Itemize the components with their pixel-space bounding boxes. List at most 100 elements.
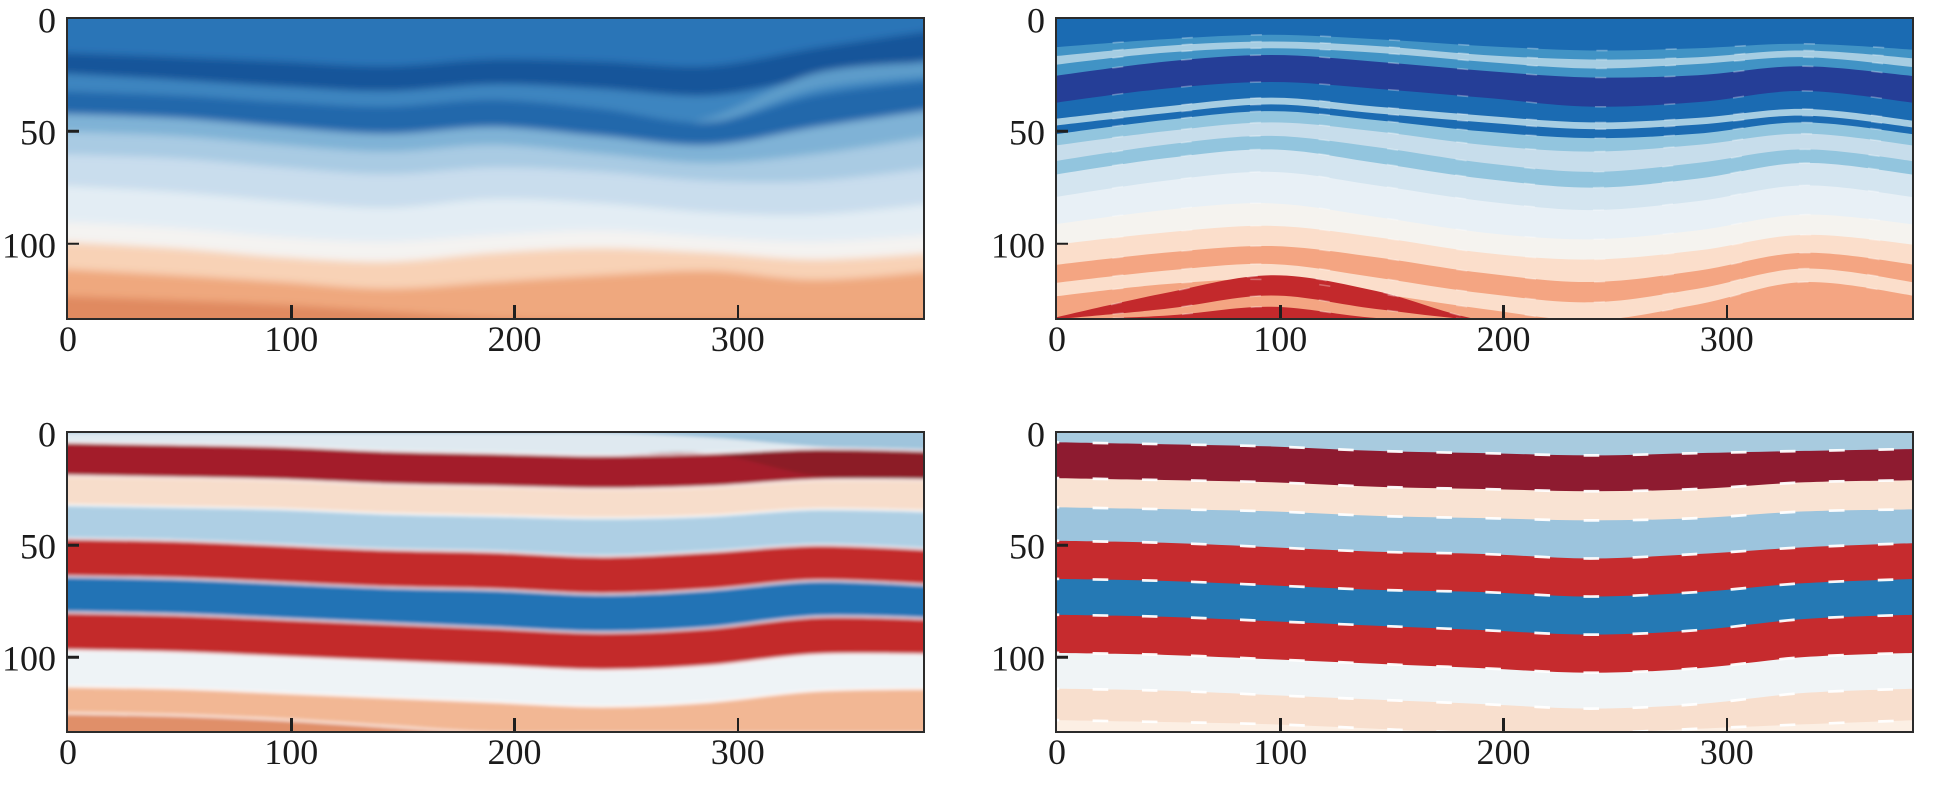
x-tick xyxy=(736,718,740,731)
heatmap-layer xyxy=(1057,720,1912,731)
x-tick-label: 0 xyxy=(1048,732,1066,772)
y-tick-label: 50 xyxy=(1009,526,1045,567)
x-tick-label: 100 xyxy=(264,319,319,359)
layer-boundary xyxy=(1091,305,1392,318)
x-tick-label: 300 xyxy=(710,732,765,772)
heatmap-layer xyxy=(68,713,451,731)
x-tick-label: 300 xyxy=(710,319,765,359)
y-tick xyxy=(1057,655,1068,659)
layer-boundary xyxy=(1057,651,1912,675)
layer-boundary xyxy=(1057,440,1912,457)
heatmap-top-right xyxy=(1057,19,1912,318)
y-tick xyxy=(68,543,79,547)
y-tick xyxy=(68,130,79,133)
x-tick xyxy=(513,305,516,318)
x-tick xyxy=(1502,718,1505,731)
layer-boundary xyxy=(68,575,923,596)
layer-boundary xyxy=(1057,274,1475,318)
layer-boundary xyxy=(1057,54,1912,79)
layer-boundary xyxy=(68,474,923,491)
y-tick-label: 0 xyxy=(38,414,56,455)
y-tick-label: 50 xyxy=(20,112,56,153)
layer-boundary xyxy=(1057,81,1912,108)
layer-boundary xyxy=(1060,294,1463,318)
x-tick-label: 200 xyxy=(1476,732,1531,772)
x-tick-label: 0 xyxy=(59,319,77,359)
y-tick xyxy=(1057,543,1068,547)
layer-boundary xyxy=(1057,171,1912,211)
layer-boundary xyxy=(68,712,472,731)
layer-boundary xyxy=(1057,40,1912,61)
layer-boundary xyxy=(1057,577,1912,598)
layer-boundary xyxy=(1057,505,1912,522)
y-tick xyxy=(1057,130,1068,133)
x-tick xyxy=(736,305,740,318)
heatmap-layer xyxy=(1068,295,1454,318)
y-tick xyxy=(68,242,79,246)
x-tick-label: 100 xyxy=(264,732,319,772)
heatmap-layer xyxy=(68,295,495,318)
y-tick-label: 50 xyxy=(20,526,56,567)
layer-boundary xyxy=(1057,202,1912,241)
heatmap-layer xyxy=(1114,306,1377,318)
layer-boundary xyxy=(68,441,923,457)
y-tick-label: 100 xyxy=(991,225,1045,266)
layer-boundary xyxy=(1057,33,1912,52)
layer-boundary xyxy=(1057,278,1912,318)
layer-boundary xyxy=(1057,96,1912,124)
heatmap-bottom-left xyxy=(68,433,923,731)
heatmap-layer xyxy=(68,433,923,453)
layer-boundary xyxy=(1057,687,1912,710)
x-tick xyxy=(1725,718,1729,731)
y-tick-label: 100 xyxy=(2,225,56,266)
x-tick xyxy=(290,718,293,731)
heatmap-layer xyxy=(68,442,923,480)
y-tick xyxy=(1057,242,1068,246)
heatmap-bottom-right xyxy=(1057,433,1912,731)
layer-boundary xyxy=(1057,245,1912,283)
x-tick-label: 300 xyxy=(1699,732,1754,772)
layer-boundary xyxy=(1057,613,1912,636)
layer-boundary xyxy=(1057,224,1912,261)
x-tick-label: 200 xyxy=(487,319,542,359)
x-tick xyxy=(290,305,293,318)
x-tick-label: 200 xyxy=(1476,319,1531,359)
layer-boundary xyxy=(1057,103,1912,130)
layer-boundary xyxy=(68,685,923,708)
layer-boundary xyxy=(68,537,923,558)
layer-boundary xyxy=(68,503,923,520)
layer-boundary xyxy=(1057,263,1912,304)
x-tick xyxy=(1725,305,1729,318)
y-tick-label: 100 xyxy=(991,638,1045,679)
panel-top-left-smooth-model: 0 100 200 300 0 50 100 xyxy=(2,2,925,357)
x-tick-label: 100 xyxy=(1253,319,1308,359)
panel-bottom-left-smooth-stripes: 0 100 200 300 0 50 100 xyxy=(2,416,925,770)
x-tick-label: 0 xyxy=(59,732,77,772)
y-tick-label: 0 xyxy=(1027,0,1045,41)
x-tick xyxy=(1502,305,1505,318)
x-tick-label: 200 xyxy=(487,732,542,772)
heatmap-layer xyxy=(1057,688,1912,731)
layer-boundary xyxy=(1057,718,1912,731)
heatmap-top-left xyxy=(68,19,923,318)
y-tick xyxy=(68,655,79,659)
panel-top-right-contoured-model: 0 100 200 300 0 50 100 xyxy=(991,2,1914,357)
y-tick-label: 100 xyxy=(2,638,56,679)
layer-boundary xyxy=(68,649,923,672)
layer-boundary xyxy=(1057,539,1912,560)
layer-boundary xyxy=(1057,135,1912,173)
y-tick-label: 0 xyxy=(1027,414,1045,455)
layer-boundary xyxy=(1057,121,1912,153)
heatmap-layer xyxy=(68,62,923,139)
x-tick-label: 300 xyxy=(1699,319,1754,359)
y-tick-label: 50 xyxy=(1009,112,1045,153)
x-tick-label: 0 xyxy=(1048,319,1066,359)
panel-bottom-right-flat-stripes: 0 100 200 300 0 50 100 xyxy=(991,416,1914,770)
layer-boundary xyxy=(68,611,923,634)
layer-boundary xyxy=(1057,148,1912,189)
x-tick-label: 100 xyxy=(1253,732,1308,772)
x-tick xyxy=(513,718,516,731)
layer-boundary xyxy=(1057,110,1912,139)
y-tick-label: 0 xyxy=(38,0,56,41)
